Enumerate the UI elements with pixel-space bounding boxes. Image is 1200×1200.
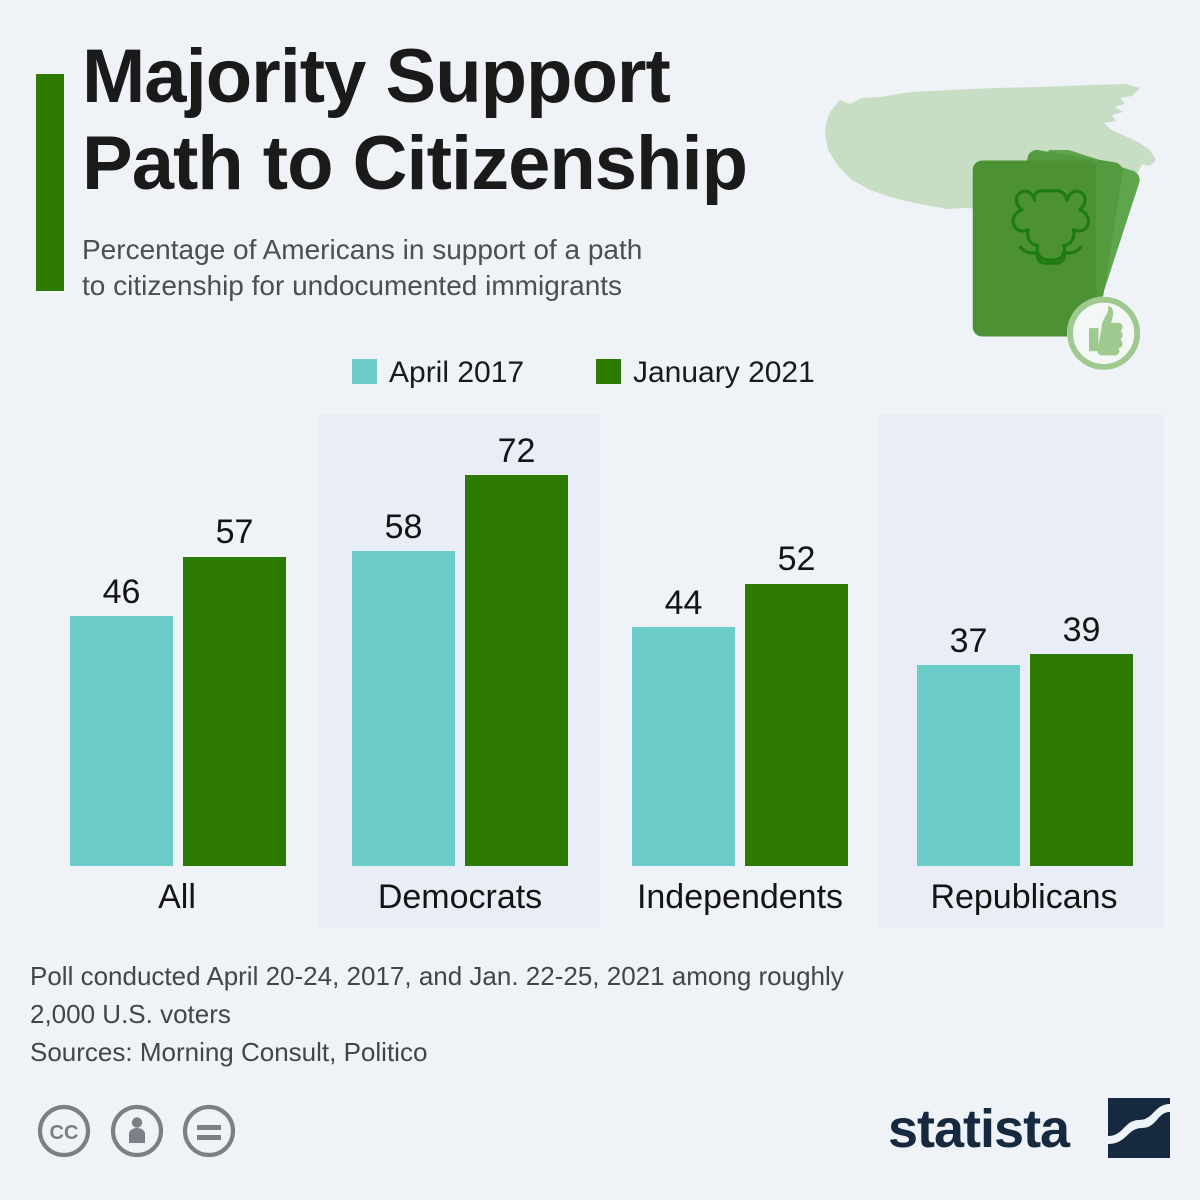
- svg-text:CC: CC: [50, 1122, 79, 1144]
